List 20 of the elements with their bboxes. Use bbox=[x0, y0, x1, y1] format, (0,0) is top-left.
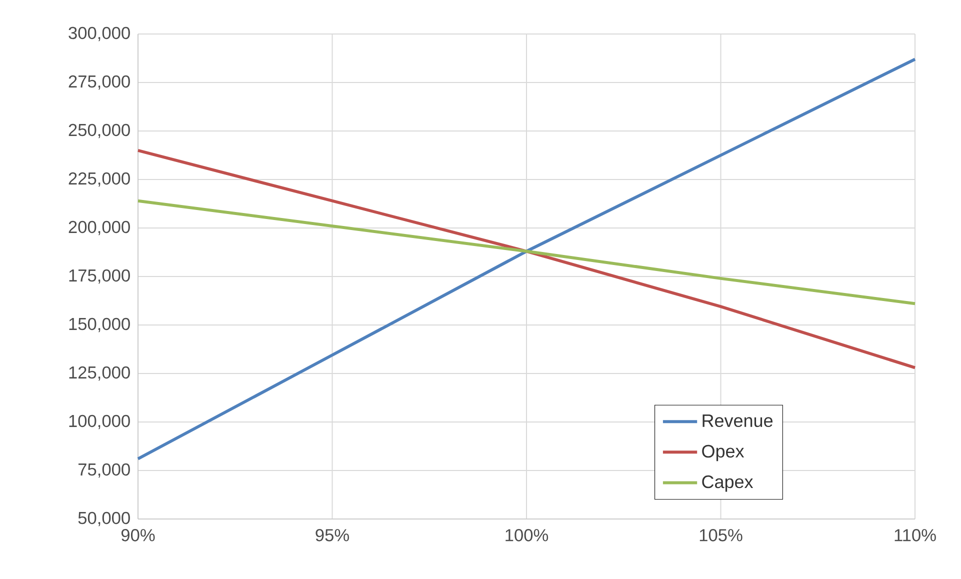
y-tick-label: 250,000 bbox=[68, 124, 130, 138]
y-tick-label: 225,000 bbox=[68, 172, 130, 187]
x-tick-label: 90% bbox=[121, 529, 155, 542]
y-tick-label: 175,000 bbox=[69, 269, 130, 284]
x-tick-label: 110% bbox=[894, 529, 936, 542]
x-tick-label: 105% bbox=[700, 529, 742, 542]
y-tick-label: 150,000 bbox=[69, 318, 130, 332]
x-tick-label: 100% bbox=[506, 529, 548, 542]
y-tick-label: 200,000 bbox=[68, 220, 130, 236]
legend-label: Capex bbox=[702, 475, 754, 492]
legend-label: Revenue bbox=[702, 414, 773, 428]
y-tick-label: 75,000 bbox=[78, 463, 130, 478]
y-tick-label: 300,000 bbox=[68, 26, 130, 42]
y-tick-label: 125,000 bbox=[69, 366, 130, 381]
y-tick-label: 50,000 bbox=[78, 512, 130, 526]
x-tick-label: 95% bbox=[316, 529, 349, 542]
y-tick-label: 275,000 bbox=[68, 75, 130, 90]
legend-label: Opex bbox=[702, 444, 744, 462]
line-series bbox=[136, 148, 917, 370]
y-tick-label: 100,000 bbox=[69, 414, 130, 430]
